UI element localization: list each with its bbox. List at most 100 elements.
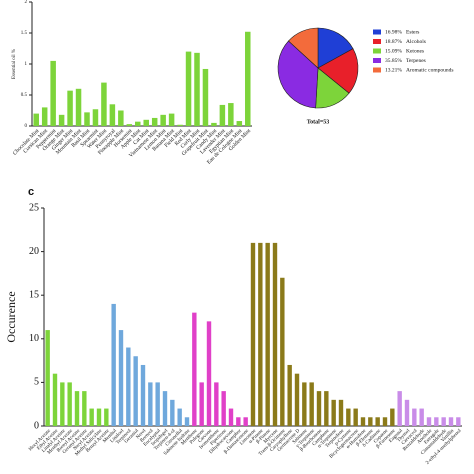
bar [250, 242, 256, 426]
bar [184, 417, 190, 426]
bar [50, 60, 56, 126]
bar [316, 391, 322, 426]
y-tick-label: 25 [29, 202, 39, 213]
bar [101, 82, 107, 126]
bar [390, 408, 395, 426]
y-tick-label: 0 [25, 124, 28, 129]
bar [199, 382, 204, 426]
y-tick-label: 20 [29, 246, 39, 257]
bar [412, 408, 417, 426]
bar [236, 121, 243, 126]
bar [360, 417, 366, 426]
y-tick-label: 1.5 [21, 31, 28, 36]
bar [397, 391, 402, 426]
bar [111, 303, 116, 426]
bar [456, 417, 461, 426]
legend-label: Terpenes [406, 58, 426, 64]
y-axis-label: Essential oil % [12, 49, 17, 79]
bar [331, 399, 336, 426]
bar [419, 408, 424, 426]
legend-value: 13.21% [385, 67, 402, 73]
bar [104, 408, 109, 426]
bar [287, 364, 292, 426]
pie-total: Total=53 [307, 119, 330, 125]
y-tick-label: 0 [34, 420, 39, 431]
bar [177, 408, 182, 426]
bar [60, 382, 65, 426]
bar [67, 90, 73, 126]
bar [194, 52, 200, 127]
y-tick-label: 15 [29, 289, 39, 300]
legend-value: 35.85% [385, 58, 402, 64]
bar [126, 347, 131, 426]
bar [280, 277, 285, 426]
bar [140, 364, 146, 426]
legend-label: Alcohols [406, 39, 426, 45]
bar [41, 107, 48, 126]
bar [177, 124, 183, 126]
bar [118, 110, 124, 126]
bar [126, 124, 133, 126]
bar [211, 122, 217, 126]
bar [92, 109, 99, 126]
legend-swatch [373, 29, 381, 35]
bar [151, 117, 158, 126]
bar [294, 373, 300, 426]
pie-slice [277, 40, 319, 109]
bar [148, 382, 153, 426]
bar [84, 112, 90, 126]
bar [382, 417, 388, 426]
bar [219, 104, 226, 126]
bar [228, 103, 234, 126]
bar [265, 242, 270, 426]
bar [74, 391, 80, 426]
bar [202, 68, 209, 126]
bar [221, 391, 226, 426]
bar [302, 382, 307, 426]
legend-swatch [373, 39, 381, 44]
bar [82, 391, 87, 426]
bar [206, 321, 212, 426]
bar [404, 399, 410, 426]
bar [89, 408, 94, 426]
bar [58, 114, 65, 126]
bar [324, 391, 329, 426]
bar [346, 408, 351, 426]
legend-label: Aromatic compounds [406, 67, 454, 73]
bar [441, 417, 446, 426]
bar [135, 121, 141, 126]
pie-slice [317, 48, 359, 94]
bar [192, 312, 197, 426]
bar [170, 399, 175, 426]
bar [52, 373, 58, 426]
bar [375, 417, 380, 426]
bar [109, 104, 116, 126]
bar [309, 382, 314, 426]
pie-slice [288, 27, 319, 69]
bar [133, 356, 138, 426]
panel-label: c [28, 186, 34, 198]
bar [245, 31, 251, 126]
legend-swatch [373, 67, 381, 73]
bar [96, 408, 102, 426]
bar [434, 417, 439, 426]
bar [272, 242, 278, 426]
bar [45, 330, 50, 426]
bar [228, 408, 234, 426]
bar [185, 51, 192, 126]
bar [426, 417, 432, 426]
bar [118, 330, 124, 426]
y-axis-label: Occurence [4, 291, 18, 342]
y-tick-label: 1 [25, 62, 28, 67]
y-tick-label: 10 [29, 333, 39, 344]
legend-label: Ketones [406, 48, 424, 54]
bar [168, 113, 175, 126]
bar [368, 417, 373, 426]
bar [243, 417, 248, 426]
bar [338, 399, 344, 426]
bar [448, 417, 454, 426]
bar [258, 242, 263, 426]
legend-value: 16.98% [385, 29, 402, 35]
bar [162, 391, 168, 426]
